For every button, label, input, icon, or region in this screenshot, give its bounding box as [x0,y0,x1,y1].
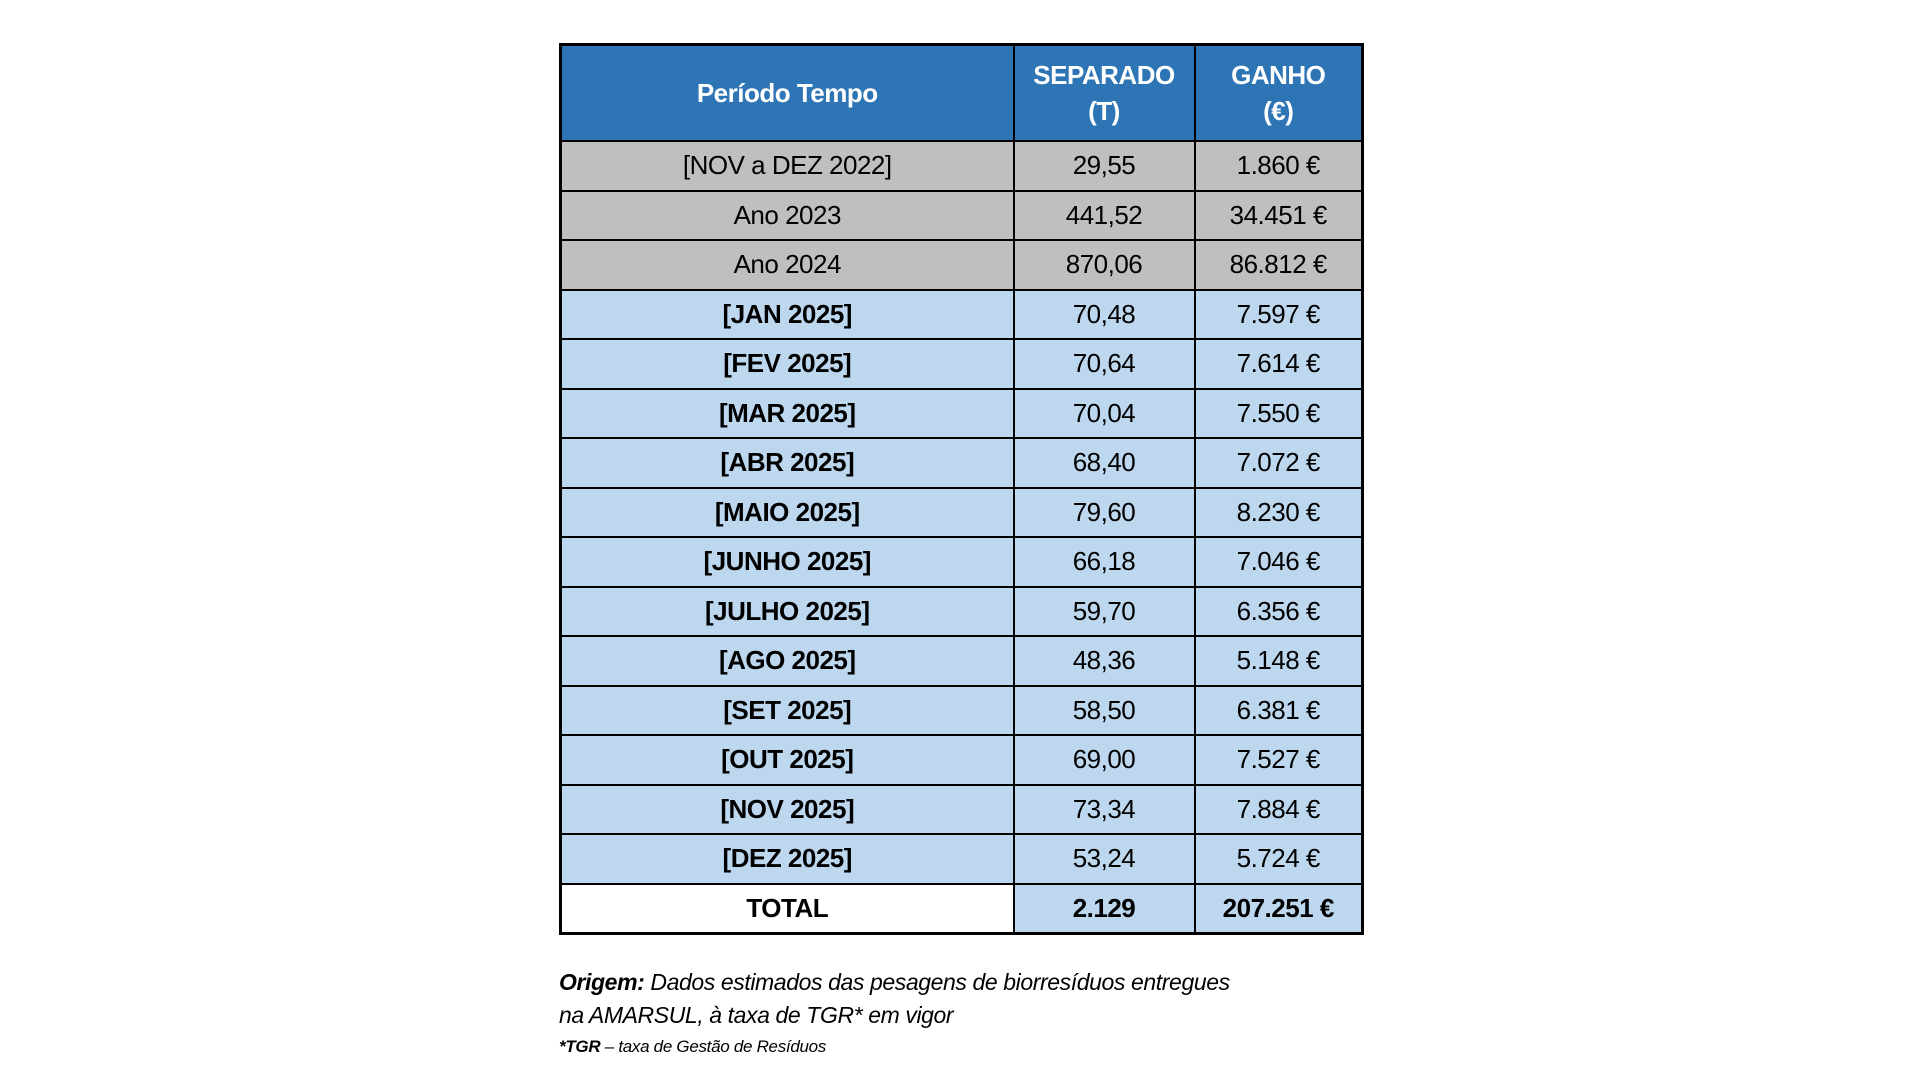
period-cell: [JUNHO 2025] [559,536,1015,588]
tgr-footnote: *TGR – taxa de Gestão de Resíduos [559,1037,826,1057]
separado-cell: 58,50 [1012,684,1196,736]
ganho-cell: 7.597 € [1193,288,1364,340]
separado-cell: 69,00 [1012,734,1196,786]
separado-cell: 70,64 [1012,338,1196,390]
table-row: [DEZ 2025] 53,24 5.724 € [559,833,1364,885]
ganho-cell: 5.724 € [1193,833,1364,885]
ganho-cell: 34.451 € [1193,189,1364,241]
separado-cell: 79,60 [1012,486,1196,538]
table-row: [NOV a DEZ 2022] 29,55 1.860 € [559,140,1364,192]
period-cell: Ano 2024 [559,239,1015,291]
separado-cell: 59,70 [1012,585,1196,637]
period-cell: [JAN 2025] [559,288,1015,340]
ganho-cell: 6.381 € [1193,684,1364,736]
table-row: [MAIO 2025] 79,60 8.230 € [559,486,1364,538]
tgr-definition: – taxa de Gestão de Resíduos [600,1037,827,1056]
table-row: [MAR 2025] 70,04 7.550 € [559,387,1364,439]
period-cell: [NOV a DEZ 2022] [559,140,1015,192]
table-row: [JULHO 2025] 59,70 6.356 € [559,585,1364,637]
table-row: [JUNHO 2025] 66,18 7.046 € [559,536,1364,588]
ganho-cell: 7.884 € [1193,783,1364,835]
table-row: [SET 2025] 58,50 6.381 € [559,684,1364,736]
separado-cell: 70,04 [1012,387,1196,439]
period-cell: [NOV 2025] [559,783,1015,835]
ganho-cell: 6.356 € [1193,585,1364,637]
total-label: TOTAL [559,882,1015,935]
ganho-cell: 7.527 € [1193,734,1364,786]
table-row: [ABR 2025] 68,40 7.072 € [559,437,1364,489]
ganho-cell: 7.550 € [1193,387,1364,439]
period-cell: [MAIO 2025] [559,486,1015,538]
separado-cell: 48,36 [1012,635,1196,687]
ganho-cell: 8.230 € [1193,486,1364,538]
period-cell: Ano 2023 [559,189,1015,241]
header-period: Período Tempo [559,43,1015,142]
source-label: Origem: [559,969,645,995]
period-cell: [JULHO 2025] [559,585,1015,637]
source-text-line2: na AMARSUL, à taxa de TGR* em vigor [559,1002,954,1028]
source-text-line1: Dados estimados das pesagens de biorresí… [644,969,1230,995]
header-row: Período Tempo SEPARADO (T) GANHO (€) [559,43,1364,142]
ganho-cell: 86.812 € [1193,239,1364,291]
ganho-cell: 7.072 € [1193,437,1364,489]
table-row: Ano 2023 441,52 34.451 € [559,189,1364,241]
period-cell: [OUT 2025] [559,734,1015,786]
separado-cell: 870,06 [1012,239,1196,291]
header-separado-line2: (T) [1088,96,1120,126]
total-separado: 2.129 [1012,882,1196,935]
period-cell: [FEV 2025] [559,338,1015,390]
header-separado-line1: SEPARADO [1033,60,1175,90]
ganho-cell: 5.148 € [1193,635,1364,687]
source-note: Origem: Dados estimados das pesagens de … [559,966,1379,1032]
period-cell: [DEZ 2025] [559,833,1015,885]
separado-cell: 70,48 [1012,288,1196,340]
total-ganho: 207.251 € [1193,882,1364,935]
period-cell: [SET 2025] [559,684,1015,736]
total-row: TOTAL 2.129 207.251 € [559,882,1364,935]
period-cell: [MAR 2025] [559,387,1015,439]
period-cell: [AGO 2025] [559,635,1015,687]
biowaste-table: Período Tempo SEPARADO (T) GANHO (€) [NO… [559,43,1364,935]
data-table-container: Período Tempo SEPARADO (T) GANHO (€) [NO… [559,43,1364,935]
separado-cell: 441,52 [1012,189,1196,241]
ganho-cell: 7.614 € [1193,338,1364,390]
table-row: [FEV 2025] 70,64 7.614 € [559,338,1364,390]
separado-cell: 29,55 [1012,140,1196,192]
header-separado: SEPARADO (T) [1012,43,1196,142]
separado-cell: 73,34 [1012,783,1196,835]
period-cell: [ABR 2025] [559,437,1015,489]
ganho-cell: 7.046 € [1193,536,1364,588]
table-row: [AGO 2025] 48,36 5.148 € [559,635,1364,687]
table-row: [OUT 2025] 69,00 7.527 € [559,734,1364,786]
separado-cell: 53,24 [1012,833,1196,885]
header-ganho-line1: GANHO [1231,60,1326,90]
tgr-label: *TGR [559,1037,601,1056]
separado-cell: 68,40 [1012,437,1196,489]
ganho-cell: 1.860 € [1193,140,1364,192]
header-ganho-line2: (€) [1263,96,1294,126]
table-row: [NOV 2025] 73,34 7.884 € [559,783,1364,835]
table-row: [JAN 2025] 70,48 7.597 € [559,288,1364,340]
header-ganho: GANHO (€) [1193,43,1364,142]
separado-cell: 66,18 [1012,536,1196,588]
table-row: Ano 2024 870,06 86.812 € [559,239,1364,291]
